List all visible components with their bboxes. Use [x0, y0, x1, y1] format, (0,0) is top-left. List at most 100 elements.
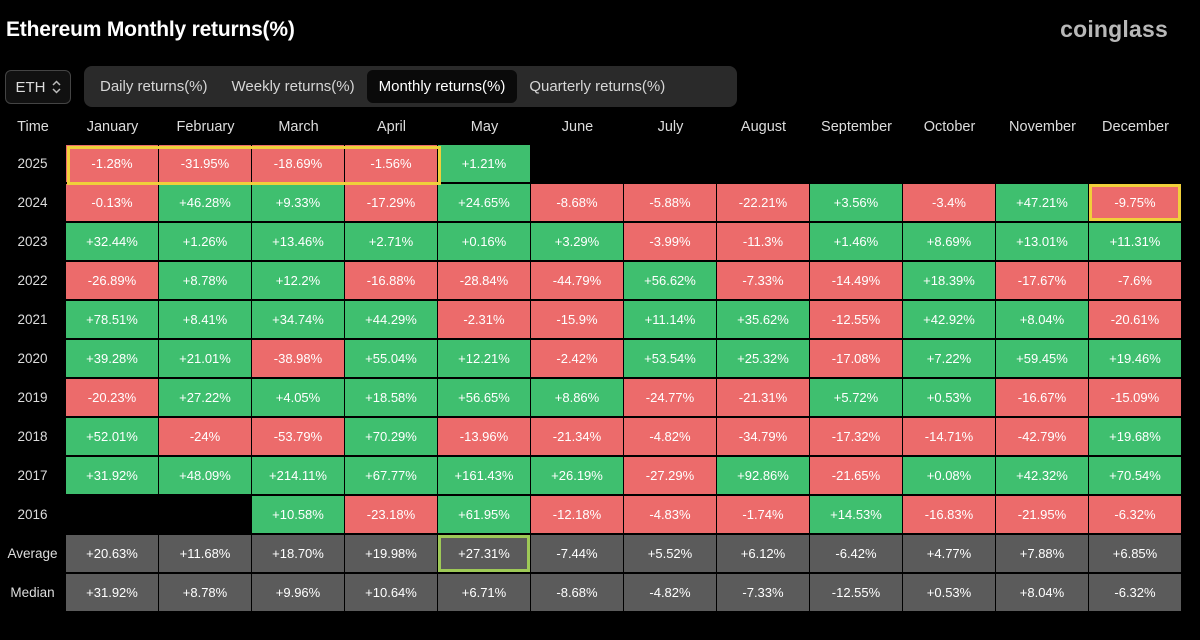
return-cell[interactable]: -7.33% [717, 574, 810, 613]
return-cell[interactable]: +5.72% [810, 379, 903, 418]
return-cell[interactable]: -21.95% [996, 496, 1089, 535]
return-cell[interactable]: -4.82% [624, 418, 717, 457]
return-cell[interactable]: +42.32% [996, 457, 1089, 496]
return-cell[interactable]: +24.65% [438, 184, 531, 223]
return-cell[interactable]: -3.99% [624, 223, 717, 262]
return-cell[interactable]: -8.68% [531, 574, 624, 613]
return-cell[interactable]: -8.68% [531, 184, 624, 223]
return-cell[interactable]: +1.46% [810, 223, 903, 262]
return-cell[interactable]: -22.21% [717, 184, 810, 223]
return-cell[interactable]: +18.70% [252, 535, 345, 574]
return-cell[interactable]: -24.77% [624, 379, 717, 418]
return-cell[interactable]: +19.98% [345, 535, 438, 574]
return-cell[interactable]: -4.82% [624, 574, 717, 613]
return-cell[interactable]: +2.71% [345, 223, 438, 262]
return-cell[interactable]: +4.77% [903, 535, 996, 574]
return-cell[interactable]: -13.96% [438, 418, 531, 457]
return-cell[interactable]: +11.14% [624, 301, 717, 340]
return-cell[interactable]: -6.32% [1089, 574, 1182, 613]
return-cell[interactable]: +0.53% [903, 379, 996, 418]
return-cell[interactable]: -2.42% [531, 340, 624, 379]
return-cell[interactable]: -16.67% [996, 379, 1089, 418]
return-cell[interactable]: -23.18% [345, 496, 438, 535]
return-cell[interactable]: +35.62% [717, 301, 810, 340]
return-cell[interactable]: -21.65% [810, 457, 903, 496]
return-cell[interactable]: +20.63% [66, 535, 159, 574]
return-cell[interactable]: -7.44% [531, 535, 624, 574]
return-cell[interactable]: -17.32% [810, 418, 903, 457]
return-cell[interactable]: +0.53% [903, 574, 996, 613]
return-cell[interactable]: +55.04% [345, 340, 438, 379]
return-cell[interactable]: -16.88% [345, 262, 438, 301]
return-cell[interactable]: -15.9% [531, 301, 624, 340]
return-cell[interactable]: +25.32% [717, 340, 810, 379]
return-cell[interactable]: -12.55% [810, 574, 903, 613]
return-cell[interactable]: -3.4% [903, 184, 996, 223]
return-cell[interactable]: -9.75% [1089, 184, 1182, 223]
return-cell[interactable]: +31.92% [66, 457, 159, 496]
tab-daily-returns[interactable]: Daily returns(%) [100, 78, 208, 95]
return-cell[interactable]: +26.19% [531, 457, 624, 496]
return-cell[interactable]: +32.44% [66, 223, 159, 262]
return-cell[interactable]: -26.89% [66, 262, 159, 301]
return-cell[interactable]: +19.68% [1089, 418, 1182, 457]
tab-monthly-returns[interactable]: Monthly returns(%) [366, 70, 518, 103]
return-cell[interactable]: -12.55% [810, 301, 903, 340]
return-cell[interactable]: +161.43% [438, 457, 531, 496]
return-cell[interactable]: +5.52% [624, 535, 717, 574]
return-cell[interactable]: +11.68% [159, 535, 252, 574]
return-cell[interactable]: +9.96% [252, 574, 345, 613]
return-cell[interactable]: -5.88% [624, 184, 717, 223]
return-cell[interactable]: +8.78% [159, 262, 252, 301]
return-cell[interactable]: +59.45% [996, 340, 1089, 379]
return-cell[interactable]: +13.46% [252, 223, 345, 262]
return-cell[interactable]: -38.98% [252, 340, 345, 379]
return-cell[interactable]: +46.28% [159, 184, 252, 223]
return-cell[interactable]: +47.21% [996, 184, 1089, 223]
return-cell[interactable]: +6.85% [1089, 535, 1182, 574]
return-cell[interactable]: -28.84% [438, 262, 531, 301]
return-cell[interactable]: -1.56% [345, 145, 438, 184]
return-cell[interactable]: -12.18% [531, 496, 624, 535]
return-cell[interactable]: +27.22% [159, 379, 252, 418]
return-cell[interactable]: +70.29% [345, 418, 438, 457]
return-cell[interactable]: -4.83% [624, 496, 717, 535]
return-cell[interactable]: -6.42% [810, 535, 903, 574]
return-cell[interactable]: -31.95% [159, 145, 252, 184]
return-cell[interactable]: +13.01% [996, 223, 1089, 262]
tab-quarterly-returns[interactable]: Quarterly returns(%) [529, 78, 666, 95]
return-cell[interactable]: +8.41% [159, 301, 252, 340]
return-cell[interactable]: -24% [159, 418, 252, 457]
return-cell[interactable]: +0.16% [438, 223, 531, 262]
return-cell[interactable]: +9.33% [252, 184, 345, 223]
return-cell[interactable]: +70.54% [1089, 457, 1182, 496]
return-cell[interactable]: -14.71% [903, 418, 996, 457]
return-cell[interactable]: +21.01% [159, 340, 252, 379]
return-cell[interactable]: +10.64% [345, 574, 438, 613]
return-cell[interactable]: -18.69% [252, 145, 345, 184]
return-cell[interactable]: +31.92% [66, 574, 159, 613]
return-cell[interactable]: -17.08% [810, 340, 903, 379]
return-cell[interactable]: -7.33% [717, 262, 810, 301]
return-cell[interactable]: +19.46% [1089, 340, 1182, 379]
return-cell[interactable]: -34.79% [717, 418, 810, 457]
return-cell[interactable]: +56.65% [438, 379, 531, 418]
return-cell[interactable]: +6.12% [717, 535, 810, 574]
return-cell[interactable]: +12.21% [438, 340, 531, 379]
return-cell[interactable]: +3.56% [810, 184, 903, 223]
return-cell[interactable]: +7.22% [903, 340, 996, 379]
return-cell[interactable]: -27.29% [624, 457, 717, 496]
return-cell[interactable]: +11.31% [1089, 223, 1182, 262]
return-cell[interactable]: -20.23% [66, 379, 159, 418]
tab-weekly-returns[interactable]: Weekly returns(%) [231, 78, 355, 95]
coin-select[interactable]: ETH [5, 70, 71, 104]
return-cell[interactable]: -6.32% [1089, 496, 1182, 535]
return-cell[interactable]: +1.21% [438, 145, 531, 184]
return-cell[interactable]: +53.54% [624, 340, 717, 379]
return-cell[interactable]: +10.58% [252, 496, 345, 535]
return-cell[interactable]: -21.34% [531, 418, 624, 457]
return-cell[interactable]: +56.62% [624, 262, 717, 301]
return-cell[interactable]: -11.3% [717, 223, 810, 262]
return-cell[interactable]: -2.31% [438, 301, 531, 340]
return-cell[interactable]: +8.69% [903, 223, 996, 262]
